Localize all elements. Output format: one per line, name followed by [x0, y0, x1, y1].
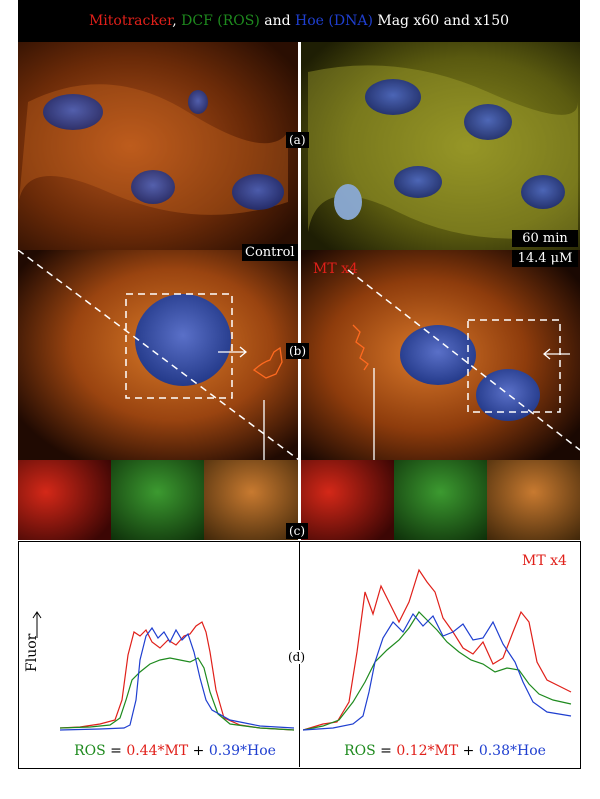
eq-plus: +: [188, 743, 209, 759]
panel-c: [18, 460, 580, 540]
title-dcf: DCF (ROS): [181, 13, 260, 29]
nucleus: [521, 175, 565, 209]
concentration-label: 14.4 μM: [512, 250, 578, 267]
panel-c-dcf-right: [394, 460, 487, 540]
left-trace-dcf: [60, 657, 295, 731]
panel-a: [18, 42, 580, 250]
nucleus: [135, 294, 231, 386]
title-mitotracker: Mitotracker: [88, 13, 173, 29]
eq-plus: +: [458, 743, 479, 759]
title-and: and: [259, 13, 296, 29]
eq-mt: MT: [434, 743, 459, 759]
nucleus: [394, 166, 442, 198]
title-sep: ,: [172, 13, 182, 29]
title-hoe: Hoe (DNA): [295, 13, 373, 29]
control-label: Control: [242, 244, 298, 261]
panel-label-a: (a): [286, 132, 309, 148]
arrows: [218, 346, 570, 460]
eq-coef-hoe: 0.38*: [478, 743, 517, 759]
eq-hoe: Hoe: [516, 743, 546, 759]
nucleus: [188, 90, 208, 114]
figure-title: Mitotracker, DCF (ROS) and Hoe (DNA) Mag…: [18, 0, 580, 42]
panel-a-left-image: [18, 42, 299, 250]
time-label: 60 min: [512, 230, 578, 247]
left-trace-mito: [60, 621, 295, 731]
diagonal-line: [347, 269, 580, 451]
nucleus: [131, 170, 175, 204]
diagonal-line: [18, 250, 300, 460]
eq-coef-mt: 0.12*: [396, 743, 435, 759]
eq-ros: ROS: [74, 743, 106, 759]
eq-hoe: Hoe: [246, 743, 276, 759]
nucleus: [365, 79, 421, 115]
contour-trace: [352, 324, 369, 371]
nucleus: [43, 94, 103, 130]
eq-equals: =: [375, 743, 397, 759]
fluor-arrow-icon: [32, 611, 42, 638]
panel-c-dcf-left: [111, 460, 204, 540]
right-trace-mito: [303, 568, 572, 731]
panel-c-merge-left: [204, 460, 299, 540]
panel-c-mito-right: [301, 460, 394, 540]
panel-label-b: (b): [286, 343, 310, 359]
fluor-label: Fluor: [24, 633, 40, 672]
roi-box: [125, 293, 233, 399]
nucleus: [464, 104, 512, 140]
eq-ros: ROS: [344, 743, 376, 759]
contour-trace: [252, 346, 283, 379]
nucleus: [334, 184, 362, 220]
eq-mt: MT: [164, 743, 189, 759]
title-mag: Mag x60 and x150: [372, 13, 510, 29]
eq-coef-hoe: 0.39*: [208, 743, 247, 759]
panel-b: [18, 250, 580, 460]
nucleus: [232, 174, 284, 210]
graph-mt-x4-label: MT x4: [522, 553, 567, 569]
eq-coef-mt: 0.44*: [126, 743, 165, 759]
equation-left: ROS = 0.44*MT + 0.39*Hoe: [60, 743, 290, 759]
left-profile-plot: [60, 621, 295, 731]
panel-label-d: (d): [286, 650, 308, 664]
panel-c-mito-left: [18, 460, 111, 540]
panel-label-c: (c): [286, 523, 309, 539]
right-trace-dcf: [303, 611, 572, 731]
left-trace-hoe: [60, 626, 295, 731]
mt-x4-label: MT x4: [313, 261, 358, 277]
panel-c-merge-right: [487, 460, 580, 540]
nucleus: [400, 325, 476, 385]
right-profile-plot: [303, 568, 572, 731]
roi-box: [467, 319, 561, 413]
eq-equals: =: [105, 743, 127, 759]
equation-right: ROS = 0.12*MT + 0.38*Hoe: [320, 743, 570, 759]
right-trace-hoe: [303, 612, 572, 731]
center-divider: [298, 42, 301, 540]
